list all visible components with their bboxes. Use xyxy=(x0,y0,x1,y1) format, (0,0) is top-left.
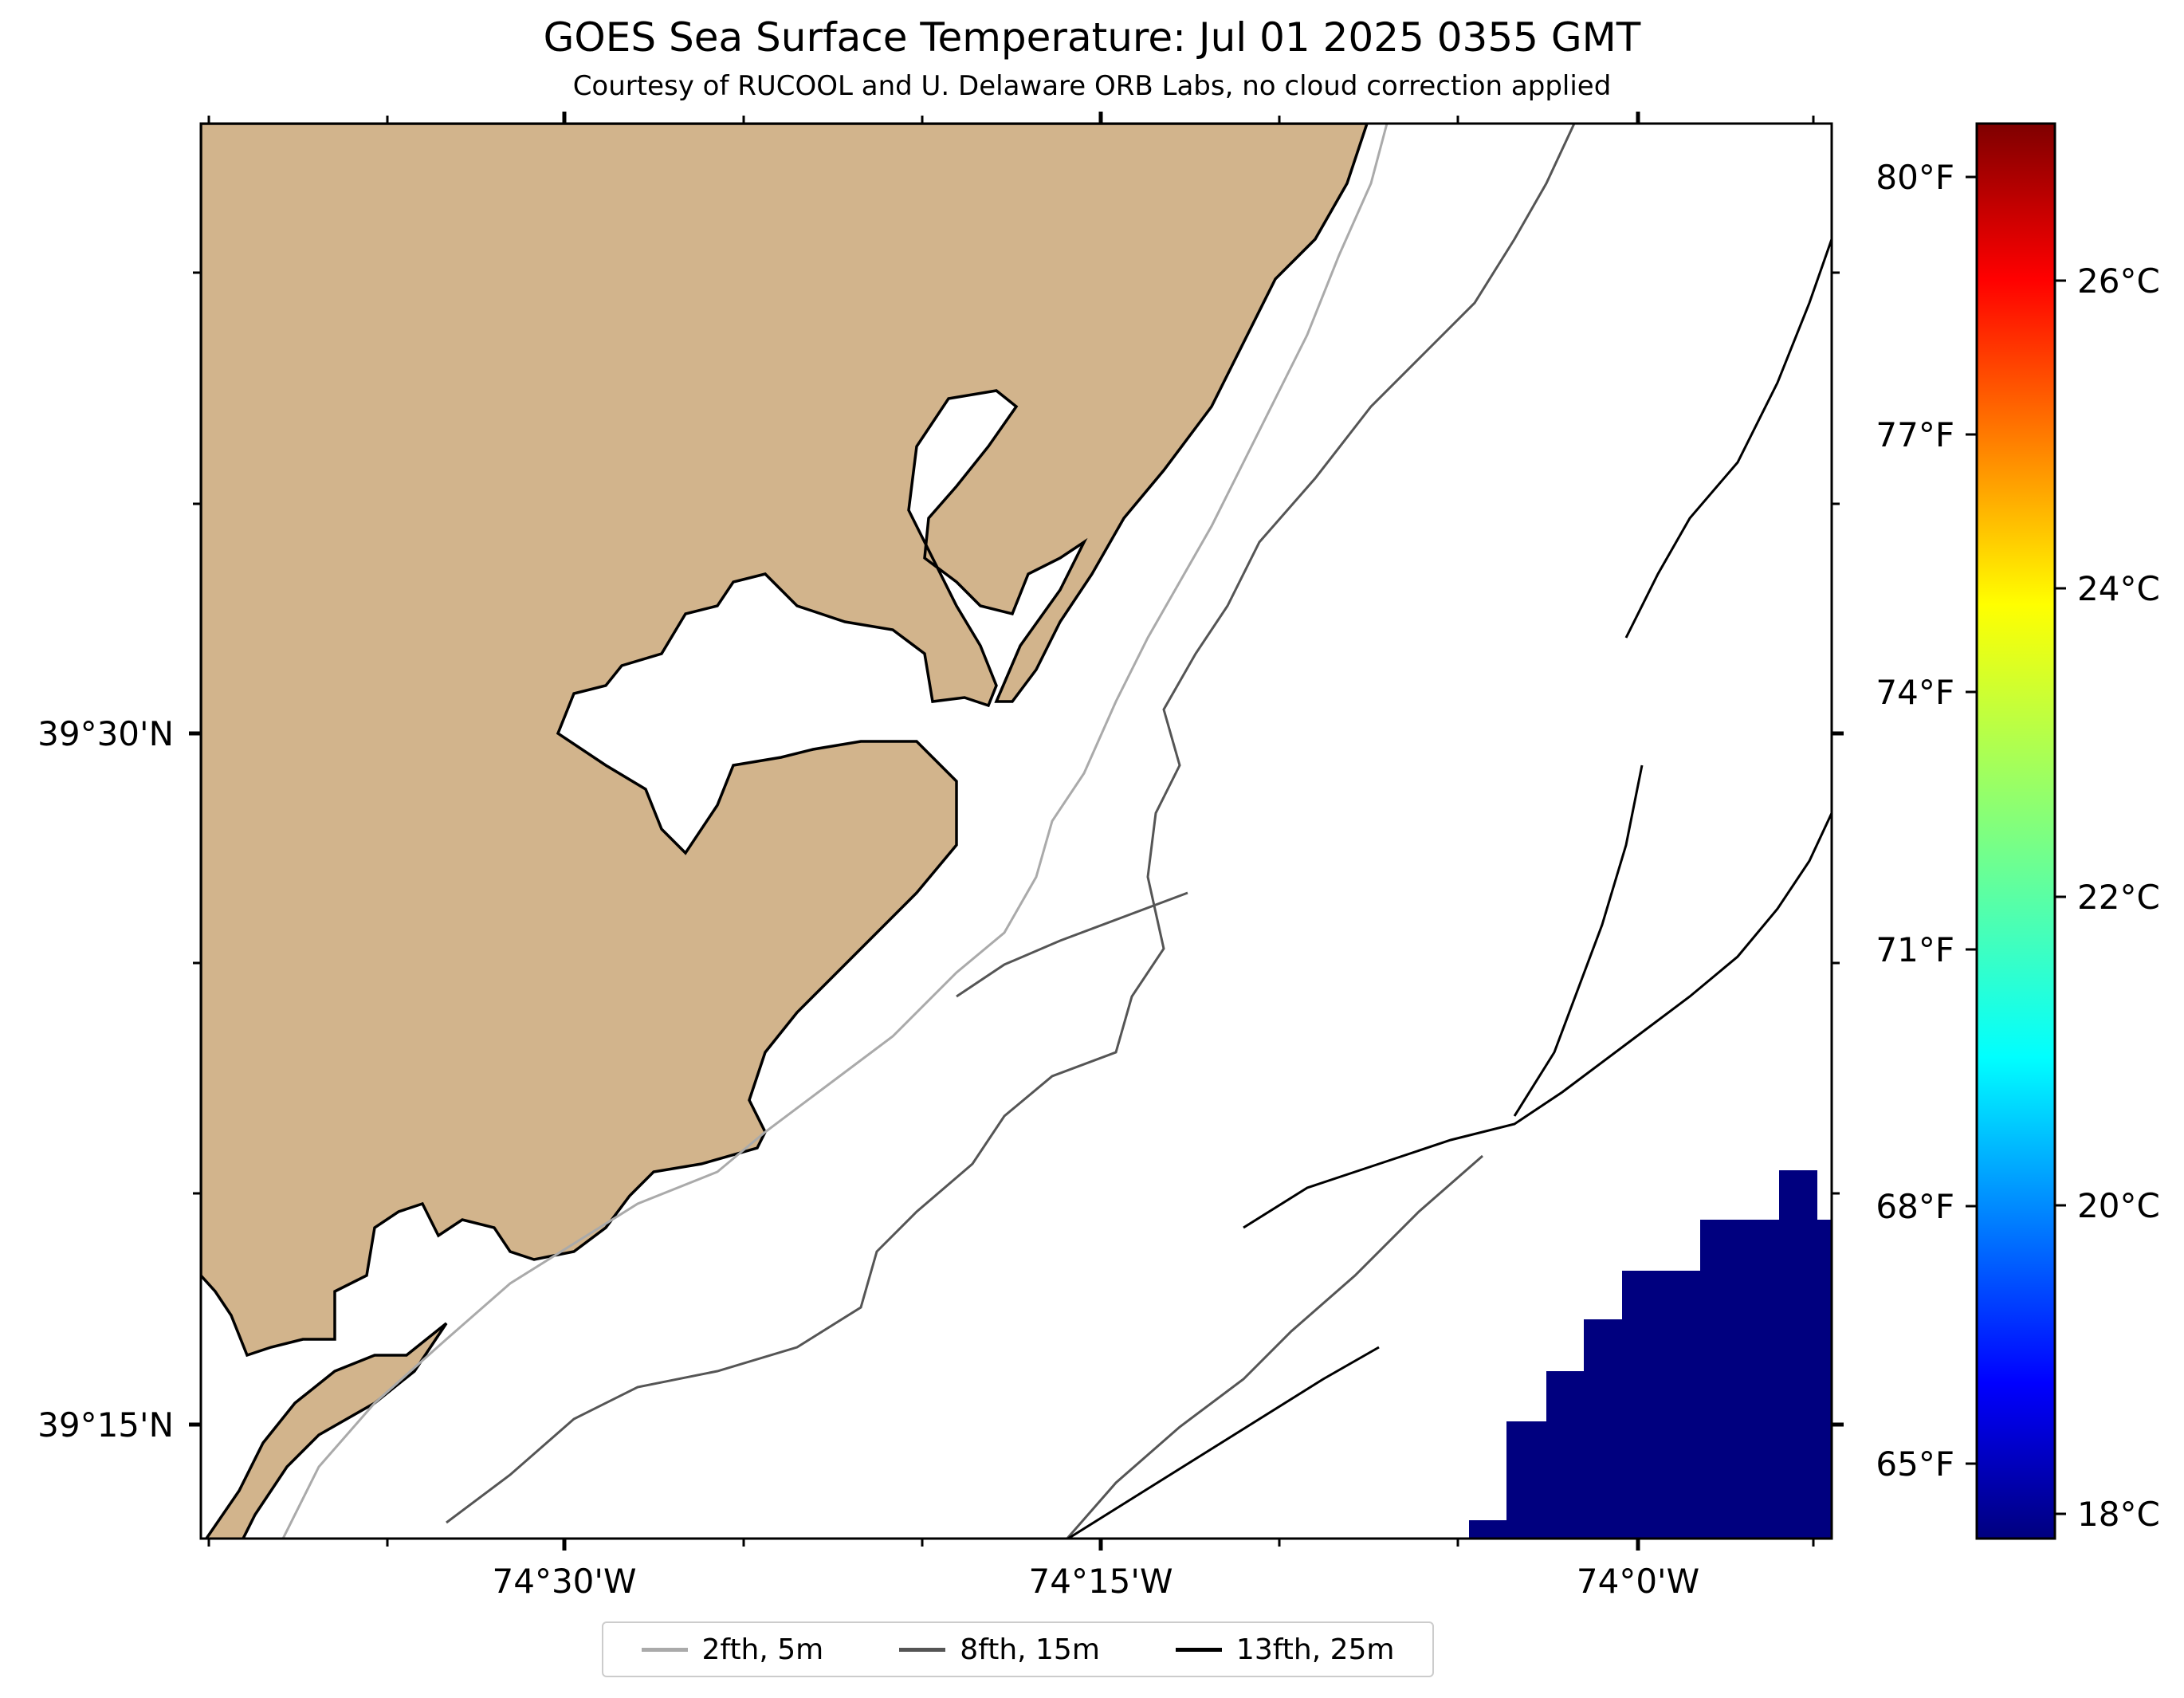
sst-cold-patch xyxy=(1469,1170,1832,1539)
lon-label-7430w: 74°30'W xyxy=(493,1562,637,1601)
chart-subtitle: Courtesy of RUCOOL and U. Delaware ORB L… xyxy=(572,70,1612,102)
colorbar-f-label: 77°F xyxy=(1876,415,1954,454)
contour-2fth xyxy=(281,124,1389,1539)
chart-title: GOES Sea Surface Temperature: Jul 01 202… xyxy=(543,14,1641,61)
land-mass xyxy=(201,124,1369,1358)
legend-item-8fth: 8fth, 15m xyxy=(899,1633,1100,1666)
barrier-island xyxy=(204,1322,448,1539)
lon-label-740w: 74°0'W xyxy=(1577,1562,1699,1601)
legend-label: 2fth, 5m xyxy=(701,1633,824,1666)
legend-swatch xyxy=(1175,1647,1222,1652)
colorbar xyxy=(1975,122,2056,1540)
legend-item-2fth: 2fth, 5m xyxy=(641,1633,824,1666)
contour-13fth xyxy=(1067,238,1832,1539)
colorbar-f-label: 68°F xyxy=(1876,1187,1954,1226)
contour-8fth xyxy=(446,124,1576,1524)
major-ticks xyxy=(189,112,1844,1551)
legend-swatch xyxy=(899,1647,946,1652)
colorbar-c-label: 26°C xyxy=(2077,261,2160,301)
legend: 2fth, 5m 8fth, 15m 13fth, 25m xyxy=(602,1621,1434,1677)
minor-ticks xyxy=(193,116,1840,1547)
legend-item-13fth: 13fth, 25m xyxy=(1175,1633,1395,1666)
contour-8fth-inner xyxy=(956,891,1483,1539)
colorbar-f-label: 80°F xyxy=(1876,158,1954,197)
colorbar-c-label: 20°C xyxy=(2077,1186,2160,1225)
colorbar-f-label: 74°F xyxy=(1876,673,1954,712)
legend-swatch xyxy=(641,1647,688,1652)
legend-label: 13fth, 25m xyxy=(1235,1633,1395,1666)
colorbar-c-label: 24°C xyxy=(2077,569,2160,608)
colorbar-c-label: 22°C xyxy=(2077,878,2160,917)
lat-label-3930n: 39°30'N xyxy=(37,714,174,753)
colorbar-ticks xyxy=(1966,175,2066,1515)
map-area xyxy=(201,124,1832,1539)
colorbar-f-label: 65°F xyxy=(1876,1444,1954,1484)
map-frame xyxy=(199,122,1833,1540)
colorbar-f-label: 71°F xyxy=(1876,930,1954,969)
legend-label: 8fth, 15m xyxy=(960,1633,1100,1666)
lat-label-3915n: 39°15'N xyxy=(37,1405,174,1444)
lon-label-7415w: 74°15'W xyxy=(1029,1562,1173,1601)
colorbar-c-label: 18°C xyxy=(2077,1495,2160,1534)
